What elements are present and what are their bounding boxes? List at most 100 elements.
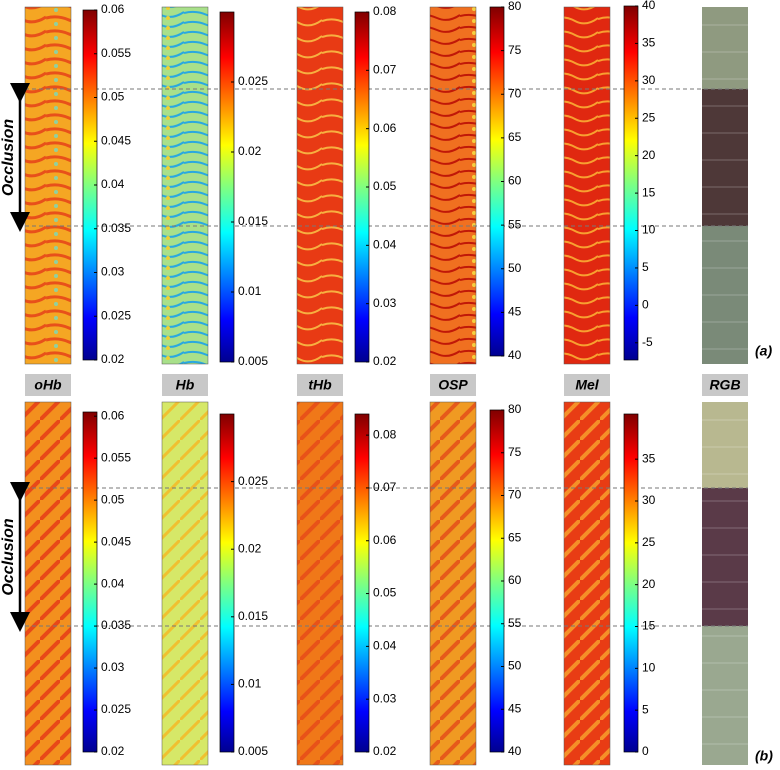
- column-label-box: [162, 374, 208, 396]
- image-strip: [296, 401, 344, 766]
- colorbar-tick-label: 5: [642, 260, 649, 274]
- colorbar-tick-label: 0.025: [101, 308, 131, 322]
- image-strip: [296, 6, 344, 365]
- colorbar-tick-label: 30: [642, 73, 656, 87]
- colorbar-tick-label: 0.015: [238, 609, 268, 623]
- colorbar-tick-label: 0.025: [101, 702, 131, 716]
- colorbar-tick-label: 60: [508, 174, 522, 188]
- image-strip: [24, 6, 72, 365]
- column-label: oHb: [34, 377, 62, 393]
- colorbar-tick-label: 40: [508, 348, 522, 362]
- colorbar-tick-label: 80: [508, 0, 522, 13]
- colorbar-tick-label: 0.005: [238, 744, 268, 758]
- rgb-strip: [702, 7, 748, 89]
- colorbar-tick-label: 0.045: [101, 133, 131, 147]
- colorbar-tick-label: 75: [508, 43, 522, 57]
- colorbar-tick-label: 0.04: [373, 238, 397, 252]
- colorbar-tick-label: 20: [642, 148, 656, 162]
- colorbar-tick-label: 0.055: [101, 450, 131, 464]
- colorbar-tick-label: 55: [508, 217, 522, 231]
- colorbar: [623, 413, 639, 753]
- colorbar-tick-label: 65: [508, 130, 522, 144]
- colorbar-tick-label: 0.02: [238, 144, 262, 158]
- column-label: RGB: [709, 377, 740, 393]
- column-label-box: [297, 374, 343, 396]
- colorbar-tick-label: 0.03: [101, 660, 125, 674]
- colorbar-tick-label: 70: [508, 86, 522, 100]
- colorbar-tick-label: 0.04: [373, 639, 397, 653]
- colorbar-tick-label: 35: [642, 36, 656, 50]
- colorbar-tick-label: 0.07: [373, 480, 397, 494]
- colorbar-tick-label: -5: [642, 335, 653, 349]
- colorbar-tick-label: 0.01: [238, 284, 262, 298]
- rgb-strip: [702, 626, 748, 765]
- colorbar-tick-label: 0.045: [101, 534, 131, 548]
- colorbar-tick-label: 0.02: [373, 354, 397, 368]
- rgb-strip: [702, 226, 748, 364]
- colorbar-tick-label: 0.08: [373, 427, 397, 441]
- panel-label: (b): [755, 748, 773, 764]
- column-label: Mel: [575, 377, 599, 393]
- colorbar-tick-label: 0.05: [101, 492, 125, 506]
- colorbar-tick-label: 0.05: [373, 586, 397, 600]
- colorbar-tick-label: 0.02: [101, 352, 125, 366]
- colorbar-tick-label: 75: [508, 445, 522, 459]
- colorbar-tick-label: 0.04: [101, 576, 125, 590]
- colorbar-tick-label: 70: [508, 488, 522, 502]
- colorbar: [219, 413, 235, 753]
- colorbar-tick-label: 0.05: [101, 90, 125, 104]
- image-strip: [563, 6, 611, 365]
- image-strip: [429, 6, 477, 365]
- colorbar-tick-label: 65: [508, 530, 522, 544]
- colorbar-tick-label: 0: [642, 298, 649, 312]
- colorbar-tick-label: 50: [508, 261, 522, 275]
- occlusion-label: Occlusion: [0, 518, 17, 596]
- colorbar-tick-label: 0.02: [101, 744, 125, 758]
- colorbar-tick-label: 40: [642, 0, 656, 12]
- colorbar-tick-label: 0.04: [101, 177, 125, 191]
- colorbar-tick-label: 0.035: [101, 221, 131, 235]
- colorbar-tick-label: 0.03: [101, 265, 125, 279]
- image-strip: [563, 401, 611, 766]
- colorbar-tick-label: 0: [642, 744, 649, 758]
- colorbar-tick-label: 50: [508, 659, 522, 673]
- colorbar-tick-label: 0.05: [373, 179, 397, 193]
- colorbar-tick-label: 10: [642, 661, 656, 675]
- column-label: OSP: [438, 377, 468, 393]
- colorbar-tick-label: 25: [642, 535, 656, 549]
- image-strip: [24, 401, 72, 766]
- colorbar-tick-label: 30: [642, 493, 656, 507]
- colorbar-tick-label: 55: [508, 616, 522, 630]
- colorbar-tick-label: 0.025: [238, 74, 268, 88]
- column-label-box: [564, 374, 610, 396]
- colorbar-tick-label: 0.015: [238, 214, 268, 228]
- colorbar-tick-label: 45: [508, 305, 522, 319]
- colorbar-tick-label: 20: [642, 577, 656, 591]
- colorbar-tick-label: 0.08: [373, 4, 397, 18]
- colorbar-tick-label: 0.03: [373, 296, 397, 310]
- colorbar: [219, 11, 235, 363]
- colorbar-tick-label: 0.06: [373, 533, 397, 547]
- rgb-strip: [702, 89, 748, 226]
- column-label: tHb: [308, 377, 332, 393]
- colorbar-tick-label: 10: [642, 223, 656, 237]
- colorbar-tick-label: 0.06: [101, 2, 125, 16]
- colorbar-tick-label: 0.005: [238, 354, 268, 368]
- colorbar: [82, 411, 98, 753]
- column-label-box: [702, 374, 748, 396]
- rgb-strip: [702, 402, 748, 488]
- colorbar: [623, 5, 639, 361]
- colorbar-tick-label: 5: [642, 702, 649, 716]
- colorbar-tick-label: 0.02: [238, 541, 262, 555]
- image-strip: [161, 401, 209, 766]
- rgb-strip: [702, 488, 748, 626]
- colorbar-tick-label: 60: [508, 573, 522, 587]
- colorbar-tick-label: 25: [642, 110, 656, 124]
- colorbar-tick-label: 0.025: [238, 474, 268, 488]
- column-label-box: [25, 374, 71, 396]
- column-label: Hb: [176, 377, 195, 393]
- colorbar-tick-label: 15: [642, 619, 656, 633]
- colorbar-tick-label: 45: [508, 701, 522, 715]
